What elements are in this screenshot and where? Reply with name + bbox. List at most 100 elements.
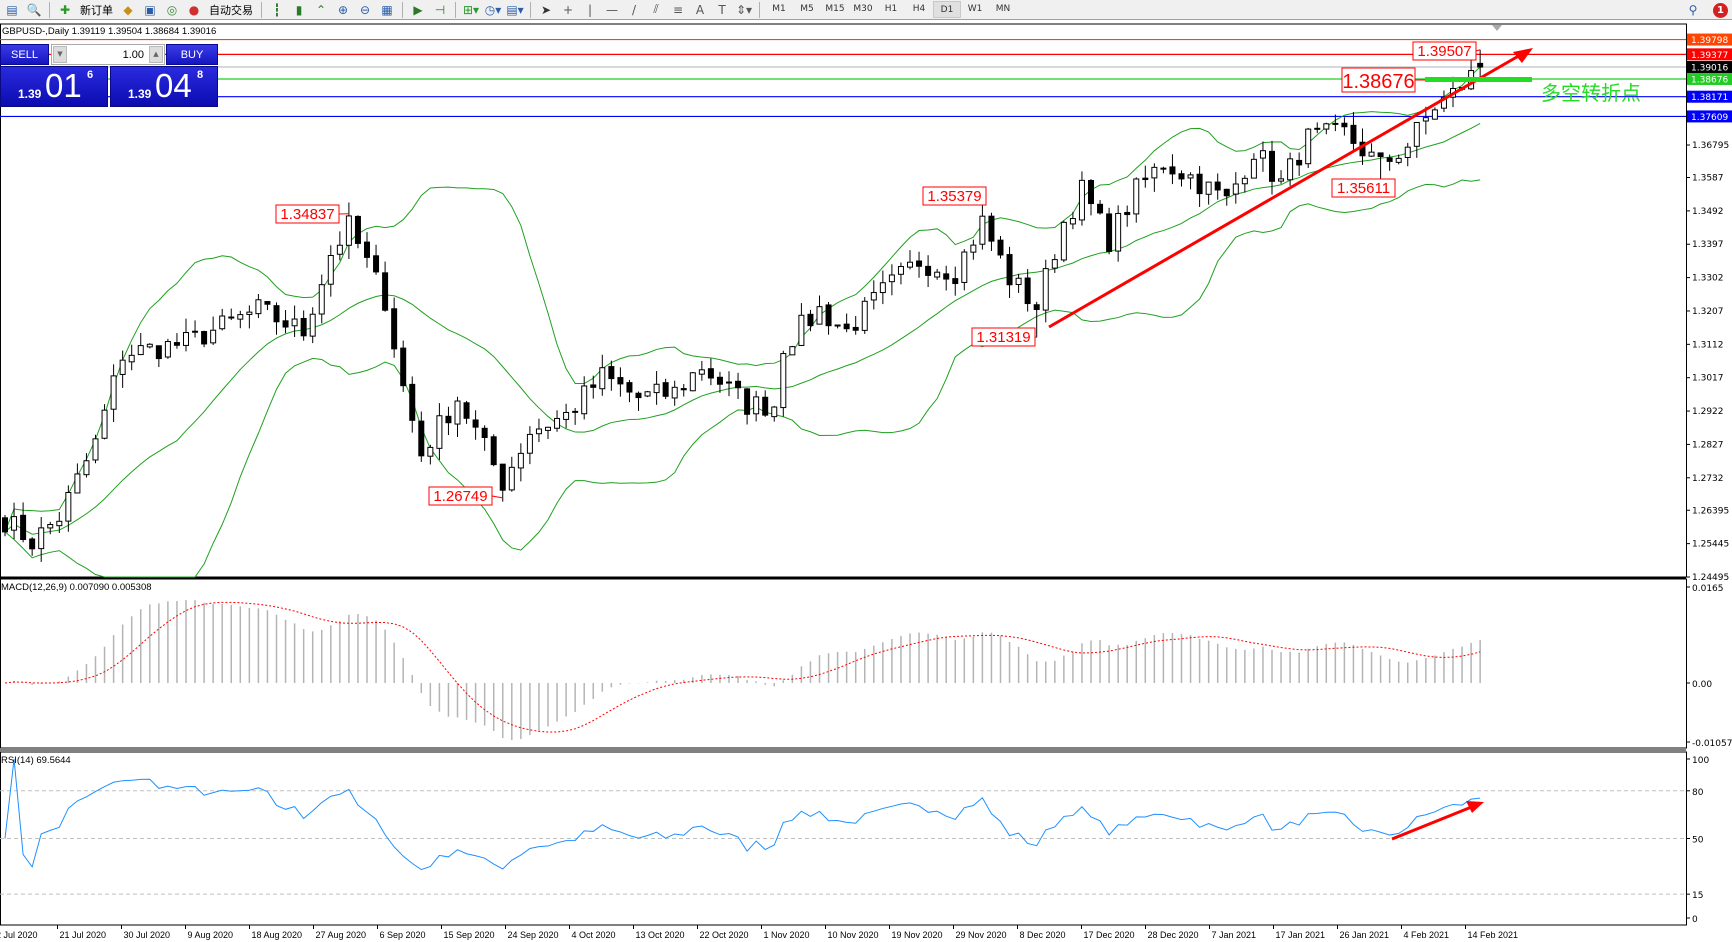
timeframe-h1[interactable]: H1 — [884, 4, 898, 14]
text-icon[interactable]: A — [695, 2, 705, 17]
templates-icon[interactable]: ▤▾ — [506, 2, 524, 17]
candle — [499, 463, 506, 502]
date-label: 14 Feb 2021 — [1468, 930, 1519, 940]
new-order-icon[interactable]: ✚ — [59, 2, 71, 17]
candle-body — [128, 354, 135, 363]
timeframe-h4[interactable]: H4 — [912, 4, 926, 14]
buy-price-fraction: 8 — [197, 69, 204, 81]
price-annotation-box — [922, 186, 987, 206]
price-level-badge — [1687, 90, 1732, 103]
candle — [92, 434, 99, 464]
pivot-zone-bar — [1425, 77, 1532, 82]
candle — [870, 280, 877, 310]
lot-increase-button[interactable]: ▲ — [149, 46, 163, 63]
periods-icon[interactable]: ◷▾ — [484, 2, 502, 17]
timeframe-m1[interactable]: M1 — [772, 4, 786, 14]
candle-body — [327, 254, 334, 285]
candle — [1431, 107, 1438, 120]
lot-size-input[interactable]: ▼ 1.00 ▲ — [51, 44, 165, 65]
candle-body — [1060, 221, 1067, 261]
candle-body — [137, 345, 144, 356]
tile-windows-icon[interactable]: ▦ — [381, 2, 393, 17]
candle-body — [56, 520, 63, 527]
candle-body — [38, 527, 45, 550]
rsi-trend-arrow-head — [1466, 801, 1484, 813]
vertical-line-icon[interactable]: | — [587, 2, 593, 17]
new-chart-icon[interactable]: ▤ — [6, 2, 18, 17]
timeframe-w1[interactable]: W1 — [967, 4, 983, 14]
timeframe-m15[interactable]: M15 — [825, 4, 845, 14]
date-label: 21 Jul 2020 — [60, 930, 107, 940]
timeframe-m5[interactable]: M5 — [800, 4, 814, 14]
candle — [2, 515, 8, 537]
candlestick-chart-icon[interactable]: ▮ — [295, 2, 303, 17]
candle-body — [1051, 259, 1058, 269]
rsi-tick-label: 50 — [1692, 836, 1704, 846]
date-label: 10 Nov 2020 — [828, 930, 879, 940]
candle-body — [237, 314, 244, 320]
auto-trading-button[interactable]: 自动交易 — [209, 3, 253, 17]
candle — [336, 231, 343, 261]
lot-decrease-button[interactable]: ▼ — [53, 46, 67, 63]
candle — [38, 517, 45, 562]
search-icon[interactable]: ⚲ — [1688, 3, 1698, 17]
sell-button[interactable]: SELL — [0, 44, 49, 65]
candle-body — [65, 491, 72, 522]
candle — [1178, 170, 1185, 187]
horizontal-line-icon[interactable]: — — [606, 2, 618, 17]
candle — [825, 302, 832, 335]
candle-body — [463, 402, 470, 419]
auto-scroll-icon[interactable]: ▶ — [413, 2, 423, 17]
timeframe-m30[interactable]: M30 — [853, 4, 873, 14]
candle-body — [1395, 157, 1402, 163]
candle — [1169, 154, 1176, 185]
chart-shift-icon[interactable]: ⊣ — [434, 2, 446, 17]
trendline-icon[interactable]: / — [631, 2, 637, 17]
market-watch-icon[interactable]: ◆ — [123, 2, 133, 17]
zoom-out-icon[interactable]: ⊖ — [359, 2, 371, 17]
candle-body — [1006, 254, 1013, 286]
candle-body — [1232, 183, 1239, 195]
trend-arrow-head — [1513, 48, 1533, 63]
lot-value[interactable]: 1.00 — [122, 48, 144, 61]
signals-icon[interactable]: ◎ — [166, 2, 178, 17]
cursor-icon[interactable]: ➤ — [540, 2, 552, 17]
candle-body — [1097, 203, 1104, 214]
candle — [173, 333, 180, 349]
timeframe-d1[interactable]: D1 — [933, 1, 961, 18]
line-chart-icon[interactable]: ⌃ — [315, 2, 327, 17]
candle-body — [1169, 166, 1176, 175]
crosshair-icon[interactable]: + — [562, 2, 574, 17]
zoom-window-icon[interactable]: 🔍 — [26, 2, 42, 17]
price-annotation-label: 1.35611 — [1337, 180, 1390, 197]
candle-body — [1413, 121, 1420, 147]
candle-body — [1368, 151, 1375, 157]
new-order-button[interactable]: 新订单 — [80, 3, 113, 17]
price-level-badge — [1687, 33, 1732, 46]
buy-price-box[interactable]: 1.39 04 8 — [110, 66, 218, 107]
fibonacci-icon[interactable]: ≡ — [672, 2, 684, 17]
equidistant-channel-icon[interactable]: ⫽ — [653, 2, 659, 16]
candle-body — [535, 428, 542, 435]
text-label-icon[interactable]: T — [718, 2, 726, 17]
rsi-trend-line — [1391, 804, 1475, 841]
navigator-icon[interactable]: ▣ — [144, 2, 156, 17]
arrows-icon[interactable]: ⇕▾ — [735, 2, 753, 17]
auto-trading-icon[interactable]: ● — [188, 2, 200, 17]
indicators-icon[interactable]: ⊞▾ — [462, 2, 480, 17]
zoom-in-icon[interactable]: ⊕ — [337, 2, 349, 17]
bar-chart-icon[interactable]: ┇ — [273, 2, 281, 17]
candle-body — [1250, 158, 1257, 179]
notification-badge[interactable]: 1 — [1713, 2, 1728, 18]
candle — [843, 313, 850, 333]
timeframe-mn[interactable]: MN — [995, 4, 1011, 14]
price-tick-label: 1.36795 — [1692, 141, 1729, 151]
candle — [572, 408, 579, 425]
candle — [1042, 259, 1049, 323]
date-label: 17 Jan 2021 — [1276, 930, 1326, 940]
sell-price-box[interactable]: 1.39 01 6 — [0, 66, 108, 107]
buy-button[interactable]: BUY — [166, 44, 218, 65]
macd-signal-line — [4, 601, 1481, 733]
candle — [1214, 173, 1221, 200]
